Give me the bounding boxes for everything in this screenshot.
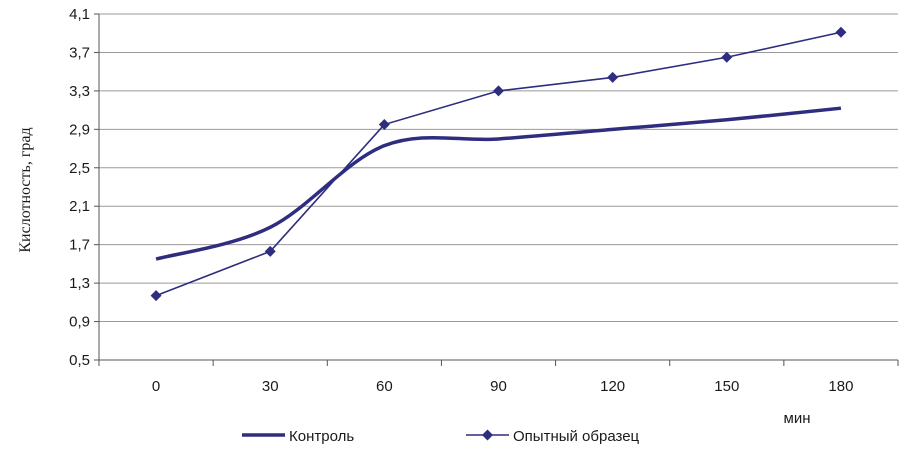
x-tick-label: 120 [600,378,625,395]
legend-diamond-marker [482,429,493,441]
series-line-control [155,106,842,261]
x-tick-label: 30 [262,378,279,395]
x-tick-label: 90 [490,378,507,395]
data-point-diamond [607,71,619,83]
y-tick-label: 2,5 [69,160,90,177]
y-tick-label: 3,7 [69,44,90,61]
axes [94,13,899,366]
legend: Контроль Опытный образец [242,428,640,445]
y-tick-label: 0,9 [69,314,90,331]
legend-label-control: Контроль [289,428,354,445]
data-point-diamond [150,290,162,302]
legend-label-experimental: Опытный образец [513,428,640,445]
series-layer [150,26,847,302]
data-point-diamond [264,245,276,257]
grid-lines [99,13,898,323]
x-tick-label: 60 [376,378,393,395]
data-point-diamond [493,85,504,97]
y-axis-label: Кислотность, град [17,127,34,252]
y-tick-label: 1,7 [69,237,90,254]
y-tick-label: 1,3 [69,275,90,292]
data-point-diamond [835,26,847,38]
x-axis-label: мин [784,410,811,427]
y-tick-label: 2,1 [69,198,90,215]
x-tick-label: 0 [152,378,160,395]
y-tick-label: 2,9 [69,121,90,138]
y-tick-label: 4,1 [69,6,90,23]
x-tick-label: 150 [714,378,739,395]
series-line-experimental [155,31,842,297]
legend-item-control: Контроль [242,428,354,445]
data-point-diamond [378,119,390,131]
data-point-diamond [721,51,733,63]
y-tick-label: 3,3 [69,83,90,100]
legend-item-experimental: Опытный образец [466,428,640,445]
x-tick-labels: 0 30 60 90 120 150 180 [152,378,854,395]
y-tick-label: 0,5 [69,352,90,369]
y-tick-labels: 0,5 0,9 1,3 1,7 2,1 2,5 2,9 3,3 3,7 4,1 [69,6,90,369]
x-tick-label: 180 [828,378,853,395]
